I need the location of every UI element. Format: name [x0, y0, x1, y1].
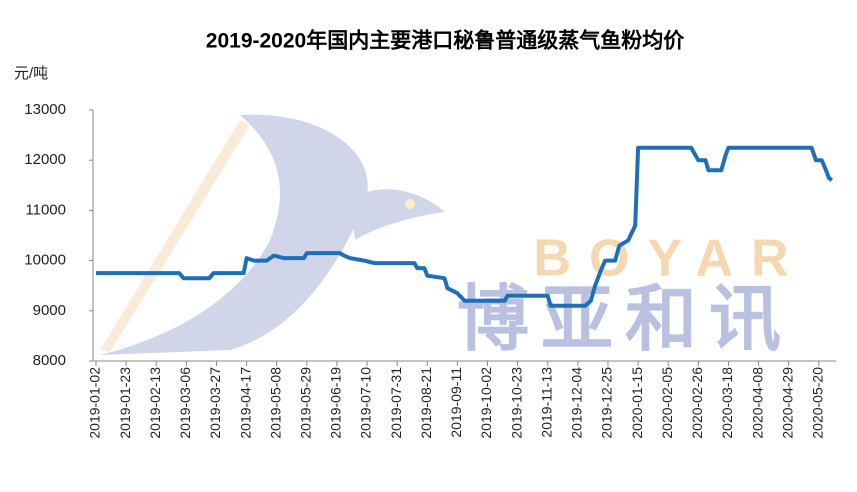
x-tick-label: 2019-08-21 [418, 367, 434, 439]
x-tick-label: 2019-01-02 [87, 367, 103, 439]
x-tick-label: 2019-10-23 [508, 367, 524, 439]
bird-head [350, 189, 445, 240]
x-tick-label: 2019-03-06 [177, 367, 193, 439]
y-tick-label: 9000 [33, 302, 66, 319]
x-tick-label: 2019-07-10 [358, 367, 374, 439]
bird-body [100, 114, 368, 356]
y-tick-label: 12000 [24, 151, 66, 168]
x-tick-label: 2020-02-26 [689, 367, 705, 439]
bird-eye [405, 199, 415, 209]
x-tick-label: 2019-09-11 [448, 367, 464, 438]
x-tick-label: 2019-07-31 [388, 367, 404, 439]
data-line [96, 145, 834, 308]
x-tick-label: 2019-12-25 [599, 367, 615, 439]
x-tick-label: 2020-02-05 [659, 367, 675, 439]
x-tick-label: 2020-04-29 [779, 367, 795, 439]
x-tick-label: 2020-01-15 [629, 367, 645, 439]
x-tick-label: 2019-05-29 [298, 367, 314, 439]
y-tick-label: 10000 [24, 252, 66, 269]
y-tick-label: 11000 [25, 201, 66, 218]
watermark-text: 博亚和讯 [457, 280, 793, 360]
x-tick-label: 2019-02-13 [147, 367, 163, 439]
x-tick-label: 2019-01-23 [117, 367, 133, 439]
x-tick-label: 2020-04-08 [749, 367, 765, 439]
chart-title: 2019-2020年国内主要港口秘鲁普通级蒸气鱼粉均价 [206, 29, 685, 53]
x-tick-label: 2019-11-13 [538, 367, 554, 438]
watermark-text: BOYAR [533, 230, 806, 288]
x-tick-label: 2020-05-20 [809, 367, 825, 439]
bird-wing [100, 120, 250, 352]
x-tick-label: 2019-05-08 [267, 367, 283, 439]
x-tick-label: 2020-03-18 [719, 367, 735, 439]
x-tick-label: 2019-06-19 [328, 367, 344, 439]
x-tick-label: 2019-10-02 [478, 367, 494, 439]
watermark-bird [100, 114, 445, 356]
y-axis-unit: 元/吨 [14, 65, 48, 82]
x-tick-label: 2019-03-27 [207, 367, 223, 439]
x-tick-label: 2019-04-17 [237, 367, 253, 439]
y-tick-label: 8000 [33, 352, 66, 369]
y-tick-label: 13000 [24, 101, 66, 118]
x-tick-label: 2019-12-04 [569, 367, 585, 439]
